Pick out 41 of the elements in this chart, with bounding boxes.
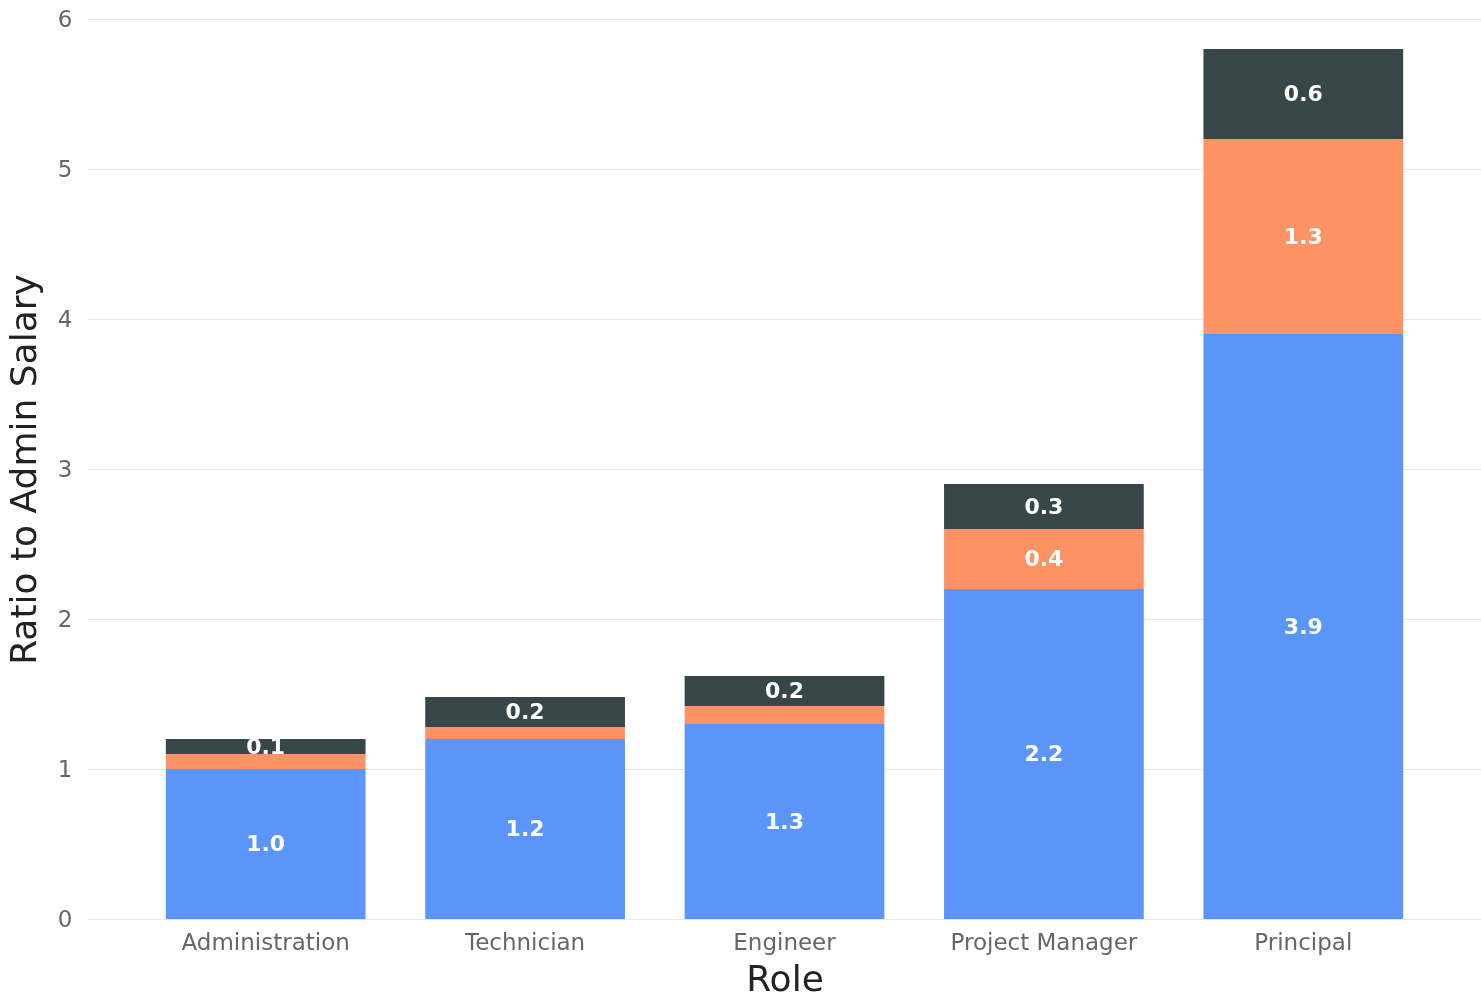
x-tick-label: Principal: [1254, 928, 1353, 955]
data-label: 1.3: [765, 808, 804, 834]
bar: [425, 697, 625, 727]
y-tick-label: 1: [57, 755, 73, 782]
y-tick-label: 6: [57, 5, 73, 32]
bar: [684, 706, 885, 724]
x-tick-label: Project Manager: [950, 928, 1138, 955]
data-label: 0.4: [1024, 546, 1064, 571]
data-label: 3.9: [1283, 613, 1323, 639]
data-label: 0.2: [505, 699, 545, 724]
data-label: 2.2: [1024, 741, 1064, 766]
data-label: 0.1: [246, 733, 286, 759]
bar: [165, 769, 366, 919]
y-tick-label: 2: [57, 605, 73, 632]
bar: [165, 754, 366, 769]
bar: [944, 589, 1144, 919]
bar: [165, 739, 366, 754]
y-tick-label: 3: [57, 455, 73, 482]
data-label: 1.3: [1283, 223, 1323, 249]
bar: [944, 484, 1144, 529]
data-label: 1.2: [505, 816, 545, 841]
data-label: 0.3: [1024, 493, 1064, 519]
y-axis-title: Ratio to Admin Salary: [2, 274, 44, 665]
bar: [684, 724, 885, 919]
bar: [1203, 334, 1404, 919]
y-tick-label: 0: [57, 905, 73, 932]
x-tick-label: Technician: [463, 928, 586, 955]
x-tick-label: Administration: [181, 928, 350, 955]
x-tick-label: Engineer: [733, 928, 837, 955]
bar: [1203, 49, 1404, 139]
data-label: 1.0: [246, 831, 286, 856]
bar: [684, 676, 885, 706]
bar: [425, 727, 625, 739]
bar: [425, 739, 625, 919]
x-axis-title: Role: [746, 957, 824, 999]
y-tick-label: 4: [57, 305, 73, 332]
data-label: 0.2: [765, 678, 804, 703]
bar: [944, 529, 1144, 589]
bar: [1203, 139, 1404, 334]
data-label: 0.6: [1283, 81, 1323, 106]
y-tick-label: 5: [57, 155, 73, 182]
